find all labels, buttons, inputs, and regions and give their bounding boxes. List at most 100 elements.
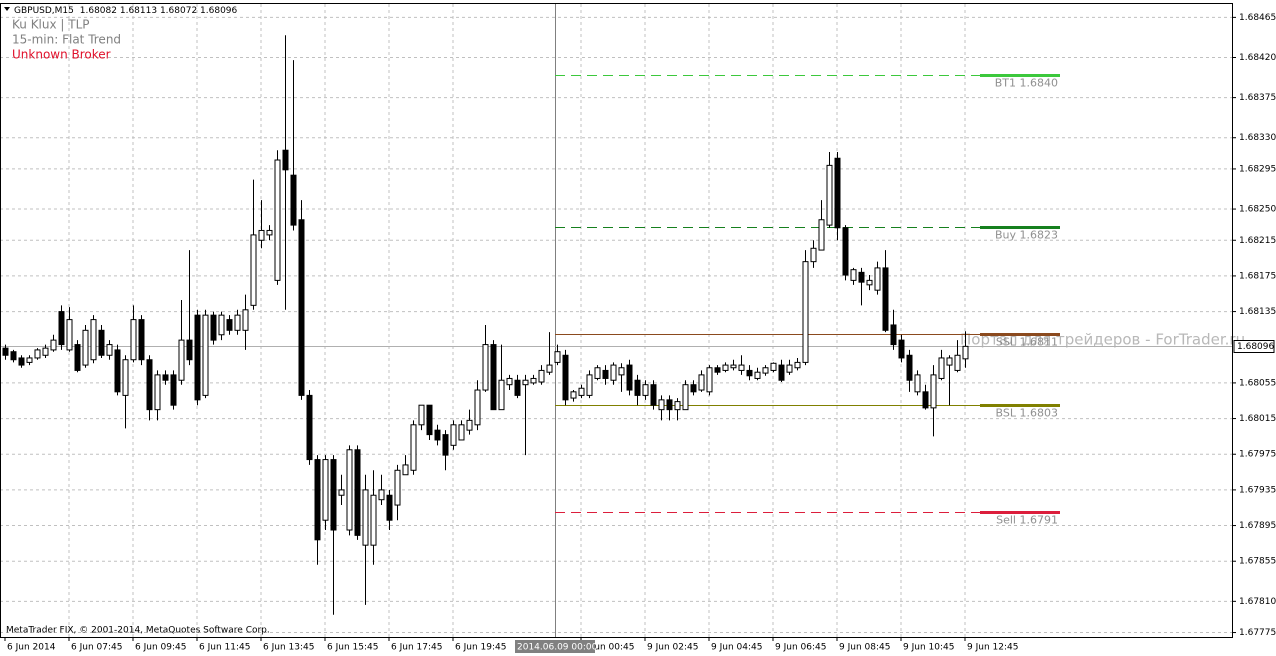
candle-body — [34, 349, 41, 359]
candle-body — [418, 404, 425, 426]
indicator-text: 15-min: Flat Trend — [12, 33, 121, 47]
candle-body — [130, 319, 137, 361]
y-tick-label: 1.67975 — [1239, 450, 1276, 460]
level-label: BT1 1.6840 — [995, 77, 1058, 90]
candle-body — [42, 347, 49, 356]
candle-body — [922, 391, 929, 409]
candle-body — [546, 364, 553, 373]
y-tick-label: 1.68250 — [1239, 205, 1276, 215]
candle-body — [170, 374, 177, 406]
y-tick-label: 1.68375 — [1239, 93, 1276, 103]
y-tick-label: 1.68135 — [1239, 307, 1276, 317]
y-tick-label: 1.68015 — [1239, 414, 1276, 424]
candle-body — [274, 159, 281, 281]
x-tick-label: 6 Jun 15:45 — [327, 643, 378, 653]
candle-body — [530, 377, 537, 384]
candle-body — [330, 459, 337, 531]
x-tick-label: 6 Jun 2014 — [7, 643, 56, 653]
menu-arrow[interactable] — [4, 7, 10, 11]
plot: BT1 1.6840 Buy 1.6823 SSL 1.6811 BSL 1.6803… — [0, 4, 1232, 637]
candle-body — [474, 389, 481, 426]
candle-body — [386, 494, 393, 521]
candle-body — [482, 344, 489, 391]
y-tick-label: 1.67935 — [1239, 485, 1276, 495]
candle-body — [226, 319, 233, 331]
candle-body — [714, 367, 721, 373]
candle-body — [202, 314, 209, 396]
level-value: 1.6811 — [1020, 336, 1059, 349]
x-tick-label: 6 Jun 07:45 — [71, 643, 122, 653]
candle-body — [218, 314, 225, 336]
candle-body — [506, 377, 513, 386]
x-tick-label: 6 Jun 09:45 — [135, 643, 186, 653]
candle-body — [570, 391, 577, 399]
candle-body — [698, 374, 705, 391]
candle-body — [450, 424, 457, 446]
level-name: BSL — [996, 407, 1017, 420]
level-label: Sell 1.6791 — [996, 514, 1058, 527]
candle-body — [786, 364, 793, 373]
candle-body — [914, 374, 921, 393]
candle-body — [730, 364, 737, 369]
candle-body — [434, 429, 441, 441]
candle-body — [10, 351, 17, 361]
candle-body — [210, 314, 217, 341]
candle-body — [490, 344, 497, 411]
candle-body — [242, 309, 249, 331]
candle-body — [578, 387, 585, 396]
candle-body — [626, 364, 633, 391]
x-tick-label: 6 Jun 17:45 — [391, 643, 442, 653]
x-tick-label: 9 Jun 08:45 — [839, 643, 890, 653]
y-tick-label: 1.68465 — [1239, 13, 1276, 23]
candle-body — [50, 339, 57, 351]
candle-body — [186, 339, 193, 361]
level-name: SSL — [996, 336, 1017, 349]
candle-body — [674, 401, 681, 411]
y-tick-label: 1.68175 — [1239, 271, 1276, 281]
candle-body — [618, 367, 625, 376]
candle-body — [722, 364, 729, 371]
y-tick-label: 1.68330 — [1239, 133, 1276, 143]
candle-body — [58, 311, 65, 346]
x-tick-label: 9 Jun 10:45 — [903, 643, 954, 653]
candle-body — [162, 374, 169, 381]
candle-body — [850, 269, 857, 281]
candle-body — [354, 449, 361, 536]
candle-body — [602, 369, 609, 379]
candle-body — [658, 399, 665, 411]
candle-body — [466, 419, 473, 431]
candle-body — [90, 319, 97, 361]
level-value: 1.6803 — [1020, 407, 1059, 420]
candle-body — [346, 449, 353, 531]
y-tick-label: 1.68295 — [1239, 164, 1276, 174]
candle-body — [826, 164, 833, 226]
candle-body — [178, 339, 185, 381]
candle-body — [82, 329, 89, 366]
plot-border — [0, 3, 1233, 638]
candle-body — [146, 359, 153, 411]
candle-body — [442, 434, 449, 456]
level-value: 1.6791 — [1020, 514, 1059, 527]
candle-body — [890, 324, 897, 346]
candle-body — [322, 459, 329, 521]
candle-body — [874, 267, 881, 291]
candle-body — [842, 227, 849, 276]
candle-body — [562, 354, 569, 401]
candle-body — [194, 314, 201, 401]
candle-body — [426, 404, 433, 436]
level-name: Sell — [996, 514, 1016, 527]
candle-body — [2, 347, 9, 356]
x-tick-label: 9 Jun 02:45 — [647, 643, 698, 653]
candle-body — [762, 367, 769, 374]
candle-body — [514, 379, 521, 396]
candle-body — [954, 354, 961, 371]
candle-body — [74, 344, 81, 371]
header-low: 1.68072 — [160, 6, 197, 16]
candle-body — [458, 424, 465, 441]
candle-body — [858, 271, 865, 283]
x-tick-label: 6 Jun 19:45 — [455, 643, 506, 653]
level-label: SSL 1.6811 — [996, 336, 1058, 349]
candle-body — [26, 357, 33, 363]
candle-body — [410, 424, 417, 471]
